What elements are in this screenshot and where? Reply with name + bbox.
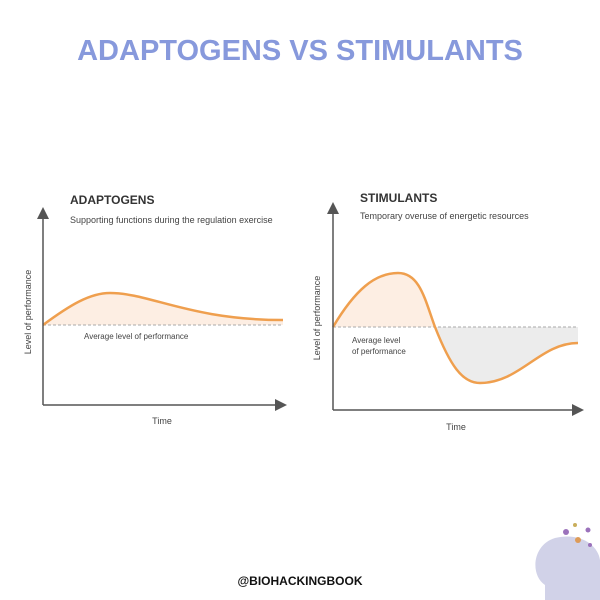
panel-adaptogens: ADAPTOGENS Supporting functions during t… [23, 193, 287, 426]
main-title: ADAPTOGENS VS STIMULANTS [77, 35, 523, 67]
panel-title: STIMULANTS [360, 191, 437, 205]
area-above [43, 293, 283, 325]
footer: @BIOHACKINGBOOK [237, 574, 362, 588]
logo-head [535, 523, 600, 600]
panel-subtitle: Temporary overuse of energetic resources [360, 211, 529, 221]
y-label: Level of performance [23, 270, 33, 355]
performance-curve [42, 291, 284, 327]
panel-title: ADAPTOGENS [70, 193, 154, 207]
area-below [435, 327, 578, 383]
panel-subtitle: Supporting functions during the regulati… [70, 215, 273, 225]
panel-stimulants: STIMULANTS Temporary overuse of energeti… [312, 191, 584, 432]
x-label: Time [446, 422, 466, 432]
annotation: Average level of performance [84, 332, 189, 341]
annotation: Average level [352, 336, 401, 345]
annotation: of performance [352, 347, 406, 356]
x-label: Time [152, 416, 172, 426]
y-label: Level of performance [312, 276, 322, 361]
area-above [333, 273, 435, 327]
performance-curve [331, 271, 579, 385]
